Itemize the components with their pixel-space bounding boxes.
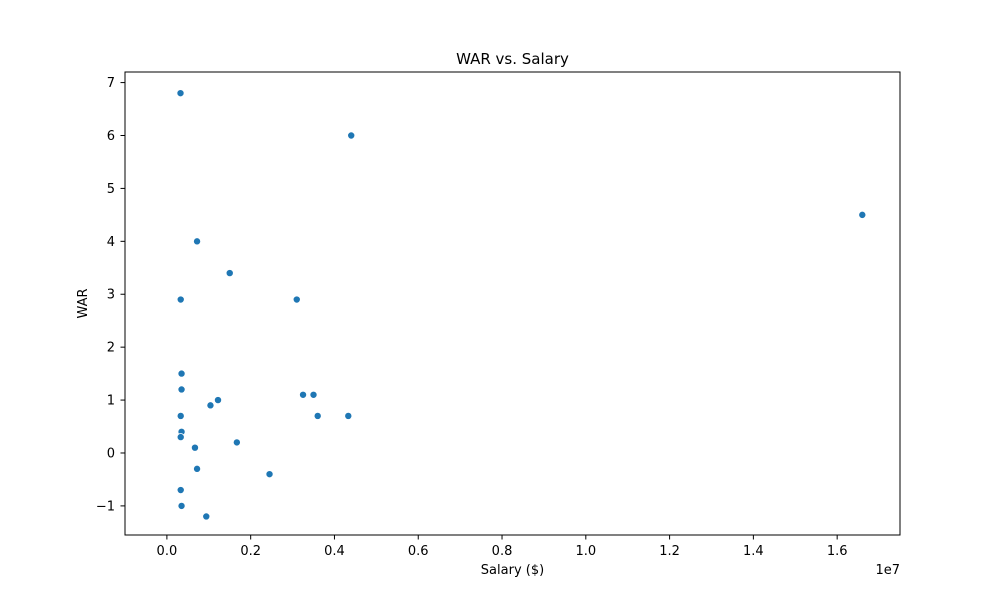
data-point [313,411,322,420]
data-point [225,269,234,278]
y-tick-label: 3 [107,288,115,303]
y-tick-label: 5 [107,182,115,197]
data-point [193,237,202,246]
data-point [265,470,274,479]
y-tick-label: 2 [107,341,115,356]
x-tick-label: 1.6 [827,544,848,559]
x-tick-label: 0.6 [408,544,429,559]
data-point [202,512,211,521]
data-point [177,385,186,394]
data-point [177,369,186,378]
x-tick-label: 0.0 [157,544,178,559]
x-tick-label: 1.4 [743,544,764,559]
data-point [347,131,356,140]
x-tick-label: 1.2 [659,544,680,559]
x-axis-label: Salary ($) [481,563,544,578]
data-point [177,501,186,510]
data-point [232,438,241,447]
data-point [193,464,202,473]
y-tick-label: 1 [107,394,115,409]
data-point [190,443,199,452]
scatter-points [176,89,867,521]
data-point [213,396,222,405]
chart-title: WAR vs. Salary [456,50,569,68]
y-tick-label: 0 [107,446,115,461]
y-tick-label: −1 [96,499,115,514]
x-tick-label: 0.2 [240,544,261,559]
y-tick-label: 6 [107,129,115,144]
y-axis-label: WAR [76,288,91,318]
data-point [176,433,185,442]
data-point [292,295,301,304]
data-point [299,390,308,399]
data-point [176,89,185,98]
data-point [858,210,867,219]
x-axis-offset-label: 1e7 [875,563,900,578]
data-point [344,411,353,420]
y-tick-label: 4 [107,235,115,250]
data-point [309,390,318,399]
x-tick-label: 1.0 [575,544,596,559]
data-point [176,411,185,420]
data-point [176,295,185,304]
x-tick-label: 0.4 [324,544,345,559]
data-point [176,486,185,495]
data-point [206,401,215,410]
x-axis: 0.0 0.2 0.4 0.6 0.8 1.0 1.2 1.4 1.6 [157,535,848,559]
y-tick-label: 7 [107,76,115,91]
plot-area-frame [124,71,901,536]
y-axis: −1 0 1 2 3 4 5 6 7 [96,76,125,514]
x-tick-label: 0.8 [492,544,513,559]
